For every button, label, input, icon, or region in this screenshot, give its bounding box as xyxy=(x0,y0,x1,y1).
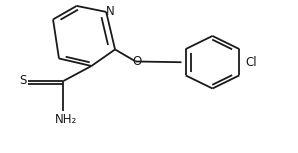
Text: O: O xyxy=(132,54,141,67)
Text: NH₂: NH₂ xyxy=(55,113,77,126)
Text: S: S xyxy=(19,74,27,87)
Text: N: N xyxy=(106,5,115,18)
Text: Cl: Cl xyxy=(245,56,257,69)
